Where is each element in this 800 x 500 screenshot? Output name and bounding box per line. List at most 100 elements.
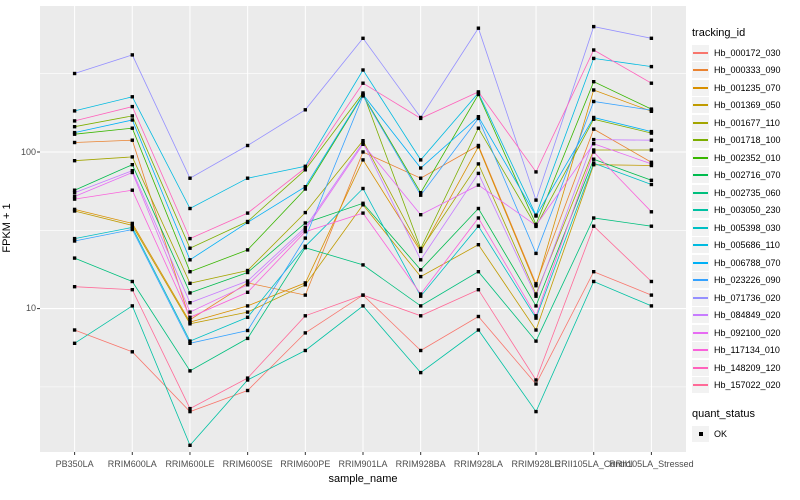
data-point — [361, 158, 365, 162]
data-point — [476, 288, 481, 292]
x-tick-label: RRII105LA_Stressed — [609, 459, 694, 469]
data-point — [361, 94, 365, 98]
line-swatch-icon — [693, 226, 708, 229]
data-point — [476, 116, 481, 121]
data-point — [649, 182, 654, 187]
legend-item-label: Hb_003050_230 — [714, 205, 781, 216]
data-point — [188, 246, 192, 250]
legend-item-label: Hb_006788_070 — [714, 257, 781, 268]
data-point — [130, 118, 134, 122]
legend-item-label: Hb_002735_060 — [714, 187, 781, 198]
color-swatch — [692, 219, 709, 236]
data-point — [592, 150, 596, 154]
data-point — [130, 350, 134, 354]
legend-item-Hb_148209_120: Hb_148209_120 — [692, 359, 798, 377]
data-point — [592, 24, 596, 29]
legend-item-label: Hb_002716_070 — [714, 170, 781, 181]
data-point — [592, 127, 596, 131]
legend-item-Hb_117134_010: Hb_117134_010 — [692, 342, 798, 360]
data-point — [245, 336, 250, 341]
data-point — [592, 115, 596, 120]
data-point — [72, 209, 77, 213]
data-point — [245, 211, 250, 215]
data-point — [245, 220, 250, 225]
data-point — [419, 258, 423, 262]
tracking-id-legend-items: Hb_000172_030 Hb_000333_090 Hb_001235_070 H… — [692, 44, 798, 394]
data-point — [534, 214, 538, 218]
data-point — [361, 81, 365, 85]
data-point — [188, 281, 192, 285]
legend-item-label: Hb_005398_030 — [714, 222, 781, 233]
legend-item-label: Hb_092100_020 — [714, 327, 781, 338]
data-point — [245, 304, 250, 308]
legend-item-Hb_001369_050: Hb_001369_050 — [692, 97, 798, 115]
data-point — [419, 268, 423, 272]
legend-item-label: Hb_084849_020 — [714, 310, 781, 321]
color-swatch — [692, 359, 709, 376]
data-point — [188, 206, 192, 211]
legend-item-label: Hb_157022_020 — [714, 380, 781, 391]
data-point — [419, 213, 423, 217]
data-point — [476, 162, 481, 166]
legend-item-label: OK — [714, 428, 728, 439]
data-point — [361, 263, 365, 267]
data-point — [72, 191, 77, 195]
data-point — [361, 140, 365, 145]
data-point — [476, 216, 481, 220]
line-swatch-icon — [693, 296, 708, 299]
data-point — [592, 48, 596, 52]
data-point — [188, 176, 192, 180]
data-point — [361, 211, 365, 215]
line-swatch-icon — [693, 121, 708, 124]
data-point — [303, 210, 307, 215]
data-point — [303, 187, 307, 191]
legend-item-ok: OK — [692, 425, 798, 443]
data-point — [245, 281, 250, 285]
data-point — [72, 71, 77, 76]
data-point — [476, 126, 481, 130]
legend-item-Hb_000172_030: Hb_000172_030 — [692, 44, 798, 62]
data-point — [245, 268, 250, 273]
data-point — [419, 292, 423, 296]
data-point — [245, 283, 250, 287]
quant-status-legend-title: quant_status — [692, 408, 755, 420]
data-point — [419, 158, 423, 162]
data-point — [188, 236, 192, 241]
legend-item-Hb_157022_020: Hb_157022_020 — [692, 377, 798, 395]
data-point — [649, 129, 654, 134]
data-point — [534, 304, 538, 308]
data-point — [476, 90, 481, 94]
data-point — [130, 104, 134, 109]
data-point — [592, 161, 596, 165]
data-point — [476, 206, 481, 211]
data-point — [130, 155, 134, 159]
x-tick-label: RRII105LA_Control — [554, 459, 633, 469]
data-point — [534, 170, 538, 174]
legend-item-label: Hb_071736_020 — [714, 292, 781, 303]
data-point — [534, 223, 538, 228]
ok-point-swatch — [692, 425, 709, 442]
data-point — [188, 320, 192, 324]
legend-item-label: Hb_001369_050 — [714, 100, 781, 111]
data-point — [245, 315, 250, 319]
data-point — [361, 139, 365, 143]
data-point — [303, 244, 307, 248]
data-point — [245, 176, 250, 180]
data-point — [534, 409, 538, 414]
data-point — [476, 183, 481, 187]
data-point — [188, 443, 192, 447]
data-point — [649, 108, 654, 112]
data-point — [649, 148, 654, 152]
legend-item-Hb_003050_230: Hb_003050_230 — [692, 202, 798, 220]
data-point — [303, 108, 307, 112]
legend-item-label: Hb_148209_120 — [714, 362, 781, 373]
legend: tracking_id Hb_000172_030 Hb_000333_090 Hb… — [692, 27, 798, 443]
data-point — [419, 348, 423, 353]
data-point — [534, 282, 538, 286]
square-point-icon — [698, 431, 703, 436]
line-swatch-icon — [693, 384, 708, 387]
legend-item-Hb_092100_020: Hb_092100_020 — [692, 324, 798, 342]
data-point — [476, 171, 481, 176]
data-point — [130, 227, 134, 232]
